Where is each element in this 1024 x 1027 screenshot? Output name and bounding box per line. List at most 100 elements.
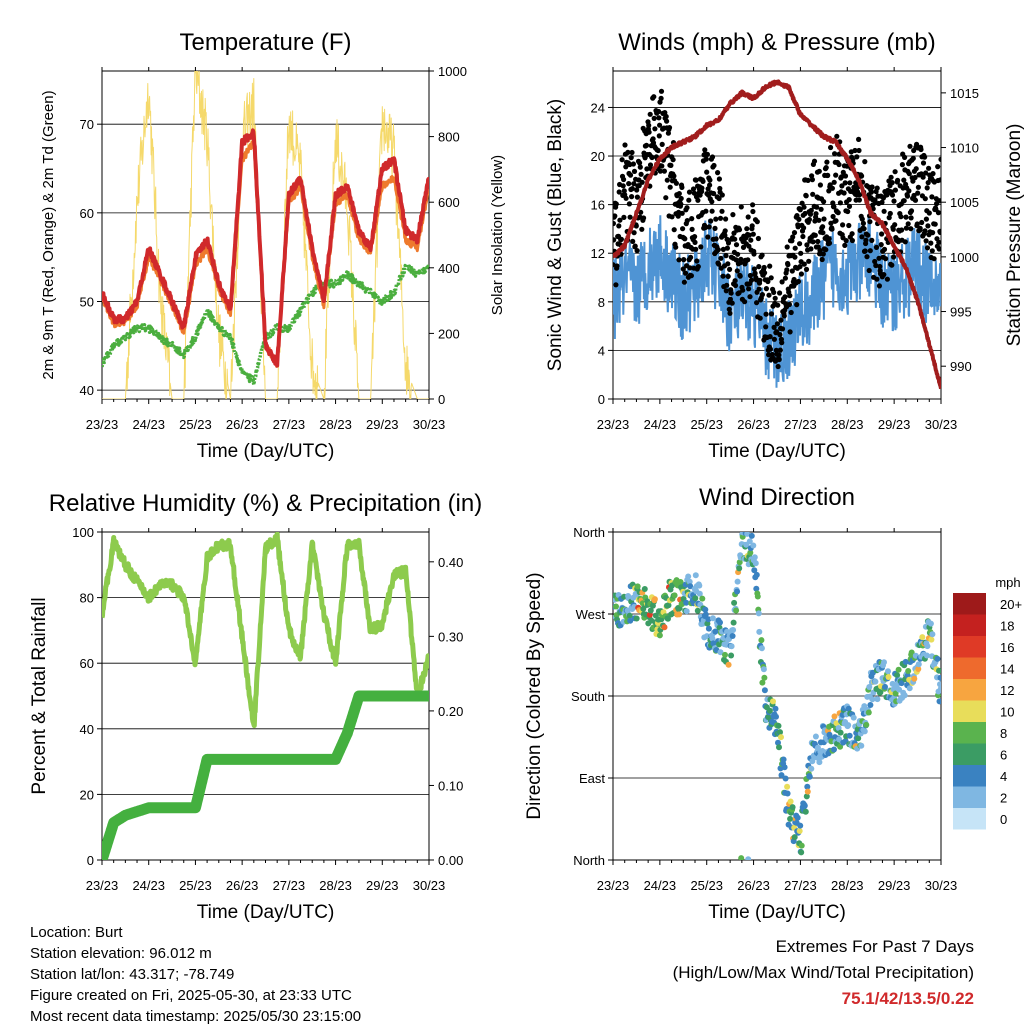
temperature-x-tick-label: 28/23: [319, 417, 352, 432]
series-direction: [613, 532, 941, 860]
temperature-x-tick-label: 27/23: [273, 417, 306, 432]
gust-point: [874, 276, 880, 282]
gust-point: [814, 204, 820, 210]
gust-point: [684, 205, 690, 211]
colorbar-label: 20+: [1000, 597, 1022, 612]
gust-point: [904, 193, 911, 199]
colorbar-label: 8: [1000, 726, 1007, 741]
gust-point: [649, 154, 655, 161]
gust-point: [862, 159, 868, 165]
humidity-x-tick-label: 29/23: [366, 878, 399, 893]
humidity-right-tick-label: 0.30: [438, 629, 463, 644]
direction-x-tick-label: 26/23: [737, 878, 770, 893]
direction-point: [722, 651, 728, 658]
gust-point: [859, 234, 865, 240]
gust-point: [709, 208, 715, 214]
direction-point: [865, 709, 872, 716]
temperature-plot-area: [102, 71, 429, 399]
direction-point: [798, 842, 805, 849]
gust-point: [856, 197, 863, 203]
humidity-right-tick-label: 0.10: [438, 778, 463, 793]
gust-point: [926, 165, 932, 171]
gust-point: [923, 238, 929, 244]
gust-point: [613, 220, 616, 227]
gust-point: [644, 166, 650, 172]
gust-point: [725, 273, 731, 279]
gust-point: [693, 246, 699, 252]
gust-point: [881, 208, 887, 214]
gust-point: [797, 241, 803, 247]
gust-point: [846, 222, 852, 229]
gust-point: [922, 154, 928, 160]
gust-point: [625, 149, 631, 155]
gust-point: [630, 238, 636, 244]
gust-point: [801, 204, 807, 210]
gust-point: [748, 237, 754, 243]
gust-point: [861, 226, 867, 232]
direction-point: [683, 608, 690, 615]
gust-point: [810, 239, 816, 245]
gust-point: [831, 204, 837, 210]
temperature-right-tick-label: 1000: [438, 64, 467, 79]
direction-point: [696, 590, 703, 597]
gust-point: [726, 306, 732, 312]
direction-point: [717, 619, 723, 626]
gust-point: [792, 254, 798, 260]
direction-left-tick-label: South: [571, 689, 605, 704]
gust-point: [613, 282, 619, 288]
gust-point: [892, 222, 898, 228]
direction-point: [901, 692, 908, 699]
gust-point: [724, 245, 731, 251]
gust-point: [637, 160, 643, 166]
gust-point: [652, 126, 658, 132]
gust-point: [906, 171, 912, 177]
gust-point: [632, 243, 638, 249]
temperature-left-tick-label: 40: [80, 383, 94, 398]
gust-point: [761, 264, 767, 271]
gust-point: [621, 188, 627, 194]
gust-point: [774, 321, 781, 327]
direction-point: [924, 643, 931, 650]
gust-point: [901, 177, 907, 183]
winds-left-tick-label: 20: [591, 149, 605, 164]
gust-point: [869, 237, 875, 243]
gust-point: [792, 245, 798, 251]
gust-point: [912, 174, 918, 181]
gust-point: [929, 248, 935, 254]
colorbar-label: 4: [1000, 769, 1007, 784]
gust-point: [768, 311, 775, 317]
direction-point: [801, 802, 808, 809]
gust-point: [678, 195, 684, 202]
gust-point: [801, 225, 807, 231]
direction-point: [902, 658, 909, 665]
direction-point: [895, 666, 902, 673]
humidity-left-tick-label: 0: [87, 853, 94, 868]
gust-point: [854, 154, 860, 160]
gust-point: [647, 111, 653, 117]
direction-point: [806, 773, 813, 780]
direction-point: [633, 615, 640, 622]
gust-point: [842, 242, 848, 248]
gust-point: [777, 347, 783, 353]
gust-point: [936, 198, 941, 204]
direction-point: [770, 698, 776, 705]
gust-point: [705, 234, 711, 240]
direction-title: Wind Direction: [699, 484, 855, 511]
direction-left-tick-label: East: [579, 771, 605, 786]
gust-point: [935, 164, 941, 170]
direction-point: [872, 678, 879, 685]
temperature-y-title: 2m & 9m T (Red, Orange) & 2m Td (Green): [40, 90, 57, 379]
gust-point: [787, 293, 793, 299]
gust-point: [716, 176, 723, 182]
gust-point: [895, 177, 901, 183]
gust-point: [661, 168, 668, 174]
gust-point: [759, 252, 765, 258]
direction-point: [702, 606, 709, 613]
gust-point: [835, 210, 841, 216]
gust-point: [816, 217, 822, 223]
direction-point: [683, 599, 690, 606]
direction-point: [796, 828, 803, 834]
direction-point: [861, 728, 868, 735]
gust-point: [767, 346, 774, 352]
gust-point: [803, 193, 809, 199]
